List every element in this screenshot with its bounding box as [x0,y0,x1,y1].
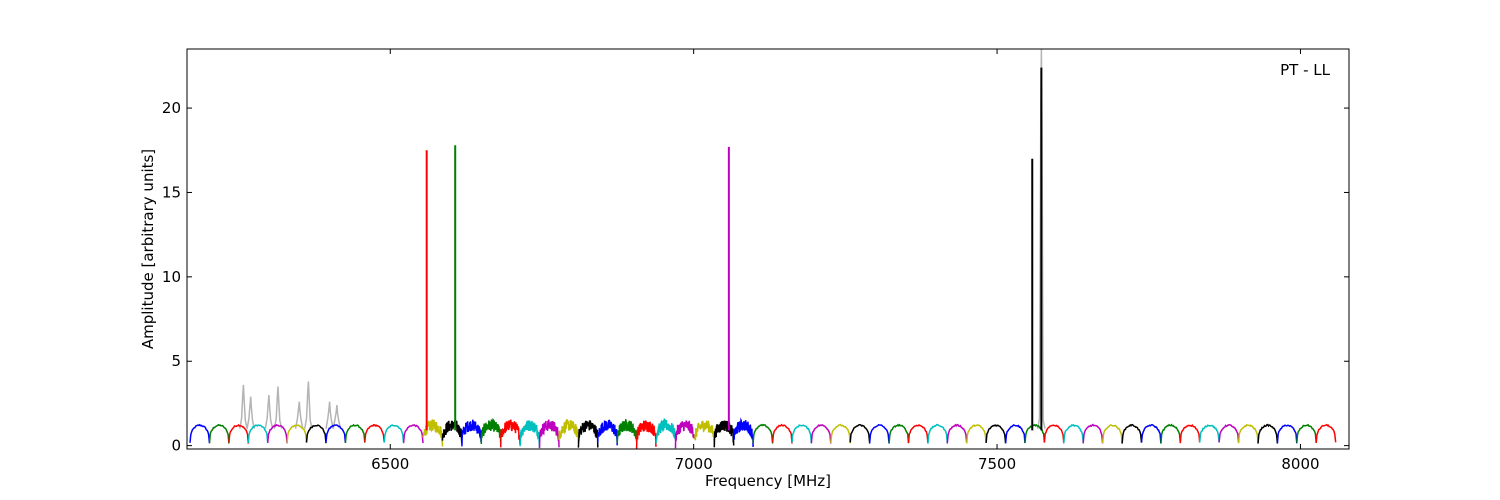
channel-line [713,420,735,448]
channel-line [1257,423,1279,444]
gray-peak [246,396,256,429]
channel-line [674,420,696,449]
channel-line [247,424,269,443]
y-tick-label: 15 [162,183,181,201]
axis-ticks: 6500 7000 7500 8000 0 5 10 15 20 [162,49,1349,473]
channel-line [577,420,599,448]
channel-line [383,424,405,444]
channel-line [733,417,754,448]
channel-line [1296,423,1317,444]
channel-line [1101,424,1123,444]
channel-line [752,423,774,444]
channel-line [1004,424,1026,444]
channel-line [888,423,910,444]
channel-line [655,417,677,444]
channel-line [965,424,987,444]
channel-line [694,420,716,448]
channel-line [1121,423,1143,444]
y-tick-label: 0 [171,437,181,455]
y-axis-title: Amplitude [arbitrary units] [139,149,157,349]
channel-line [635,420,657,449]
channel-line [1082,423,1104,444]
channel-line [538,419,560,448]
gray-peak [332,405,342,429]
channel-line [849,423,871,443]
channel-line [325,424,347,443]
channel-line [616,418,638,444]
plot-area [187,49,1349,449]
channel-line [927,423,949,444]
channel-line [1043,424,1065,444]
y-tick-label: 10 [162,268,181,286]
channel-line [1140,423,1162,444]
channel-line [1237,423,1259,444]
gray-peak [273,386,283,429]
x-tick-label: 7000 [675,455,713,473]
channel-line [364,423,385,443]
channel-line [519,420,541,449]
channel-line [228,423,250,444]
channel-line [597,419,618,446]
channel-line [266,423,288,444]
y-tick-label: 5 [171,352,181,370]
gray-peak [303,381,313,429]
channel-line [189,423,211,444]
channel-line [1276,424,1298,444]
gray-peak [239,384,248,429]
x-tick-label: 7500 [978,455,1016,473]
channel-line [946,423,968,444]
gray-peak [325,401,334,429]
channel-line [1218,424,1240,443]
channel-line [771,423,793,444]
gray-peak [294,401,304,429]
series-annotation: PT - LL [1280,61,1331,79]
x-tick-label: 8000 [1281,455,1319,473]
channel-line [344,423,366,443]
channel-line [1160,423,1182,444]
channel-line [907,424,929,444]
plot-frame [186,48,1350,450]
y-tick-label: 20 [162,99,181,117]
spike-series [425,67,1043,431]
channel-line [441,420,463,444]
channel-line [461,419,482,447]
channel-line [810,424,832,444]
channel-line [1179,423,1201,444]
channel-line [791,424,813,444]
x-tick-label: 6500 [371,455,409,473]
channel-line [402,424,424,444]
channel-line [868,423,890,444]
channel-line [208,423,230,444]
channel-line [499,419,521,448]
channel-line [1063,423,1084,444]
channel-line [286,424,308,443]
channel-line [1315,423,1337,444]
x-axis-title: Frequency [MHz] [705,472,831,490]
channel-line [558,418,580,443]
channel-line [480,417,502,445]
gray-peak [264,394,274,429]
channel-line [1198,424,1220,443]
channel-series [189,417,1337,449]
channel-line [830,423,851,444]
channel-line [985,424,1007,444]
channel-line [305,424,327,444]
